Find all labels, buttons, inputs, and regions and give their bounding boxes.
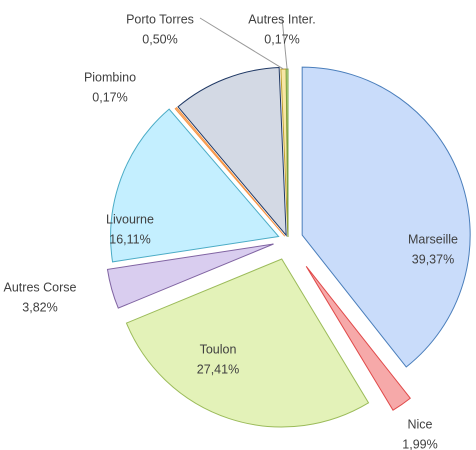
slice-label: Marseille (408, 232, 458, 246)
pie-slice (301, 66, 471, 368)
slice-value: 0,50% (142, 32, 177, 46)
pie-slice (110, 108, 280, 263)
leader-line (199, 17, 284, 70)
pie-slice (106, 243, 274, 309)
slice-label: Piombino (84, 70, 136, 84)
pie-slice (177, 66, 287, 237)
slice-value: 0,17% (92, 90, 127, 104)
slice-value: 3,82% (22, 300, 57, 314)
pie-slice (305, 266, 411, 411)
slice-label: Autres Inter. (248, 12, 315, 26)
leader-line (281, 17, 288, 70)
pie-slice (174, 106, 286, 237)
slice-label: Porto Torres (126, 12, 194, 26)
slice-label: Toulon (200, 342, 237, 356)
pie-slice (125, 258, 370, 428)
slice-label: Nice (407, 417, 432, 431)
slice-value: 39,37% (412, 252, 454, 266)
slice-label: Livourne (106, 212, 154, 226)
slice-value: 27,41% (197, 362, 239, 376)
slice-label: Autres Corse (4, 280, 77, 294)
slice-value: 1,99% (402, 437, 437, 450)
slice-value: 0,17% (264, 32, 299, 46)
slice-value: 16,11% (109, 232, 150, 246)
